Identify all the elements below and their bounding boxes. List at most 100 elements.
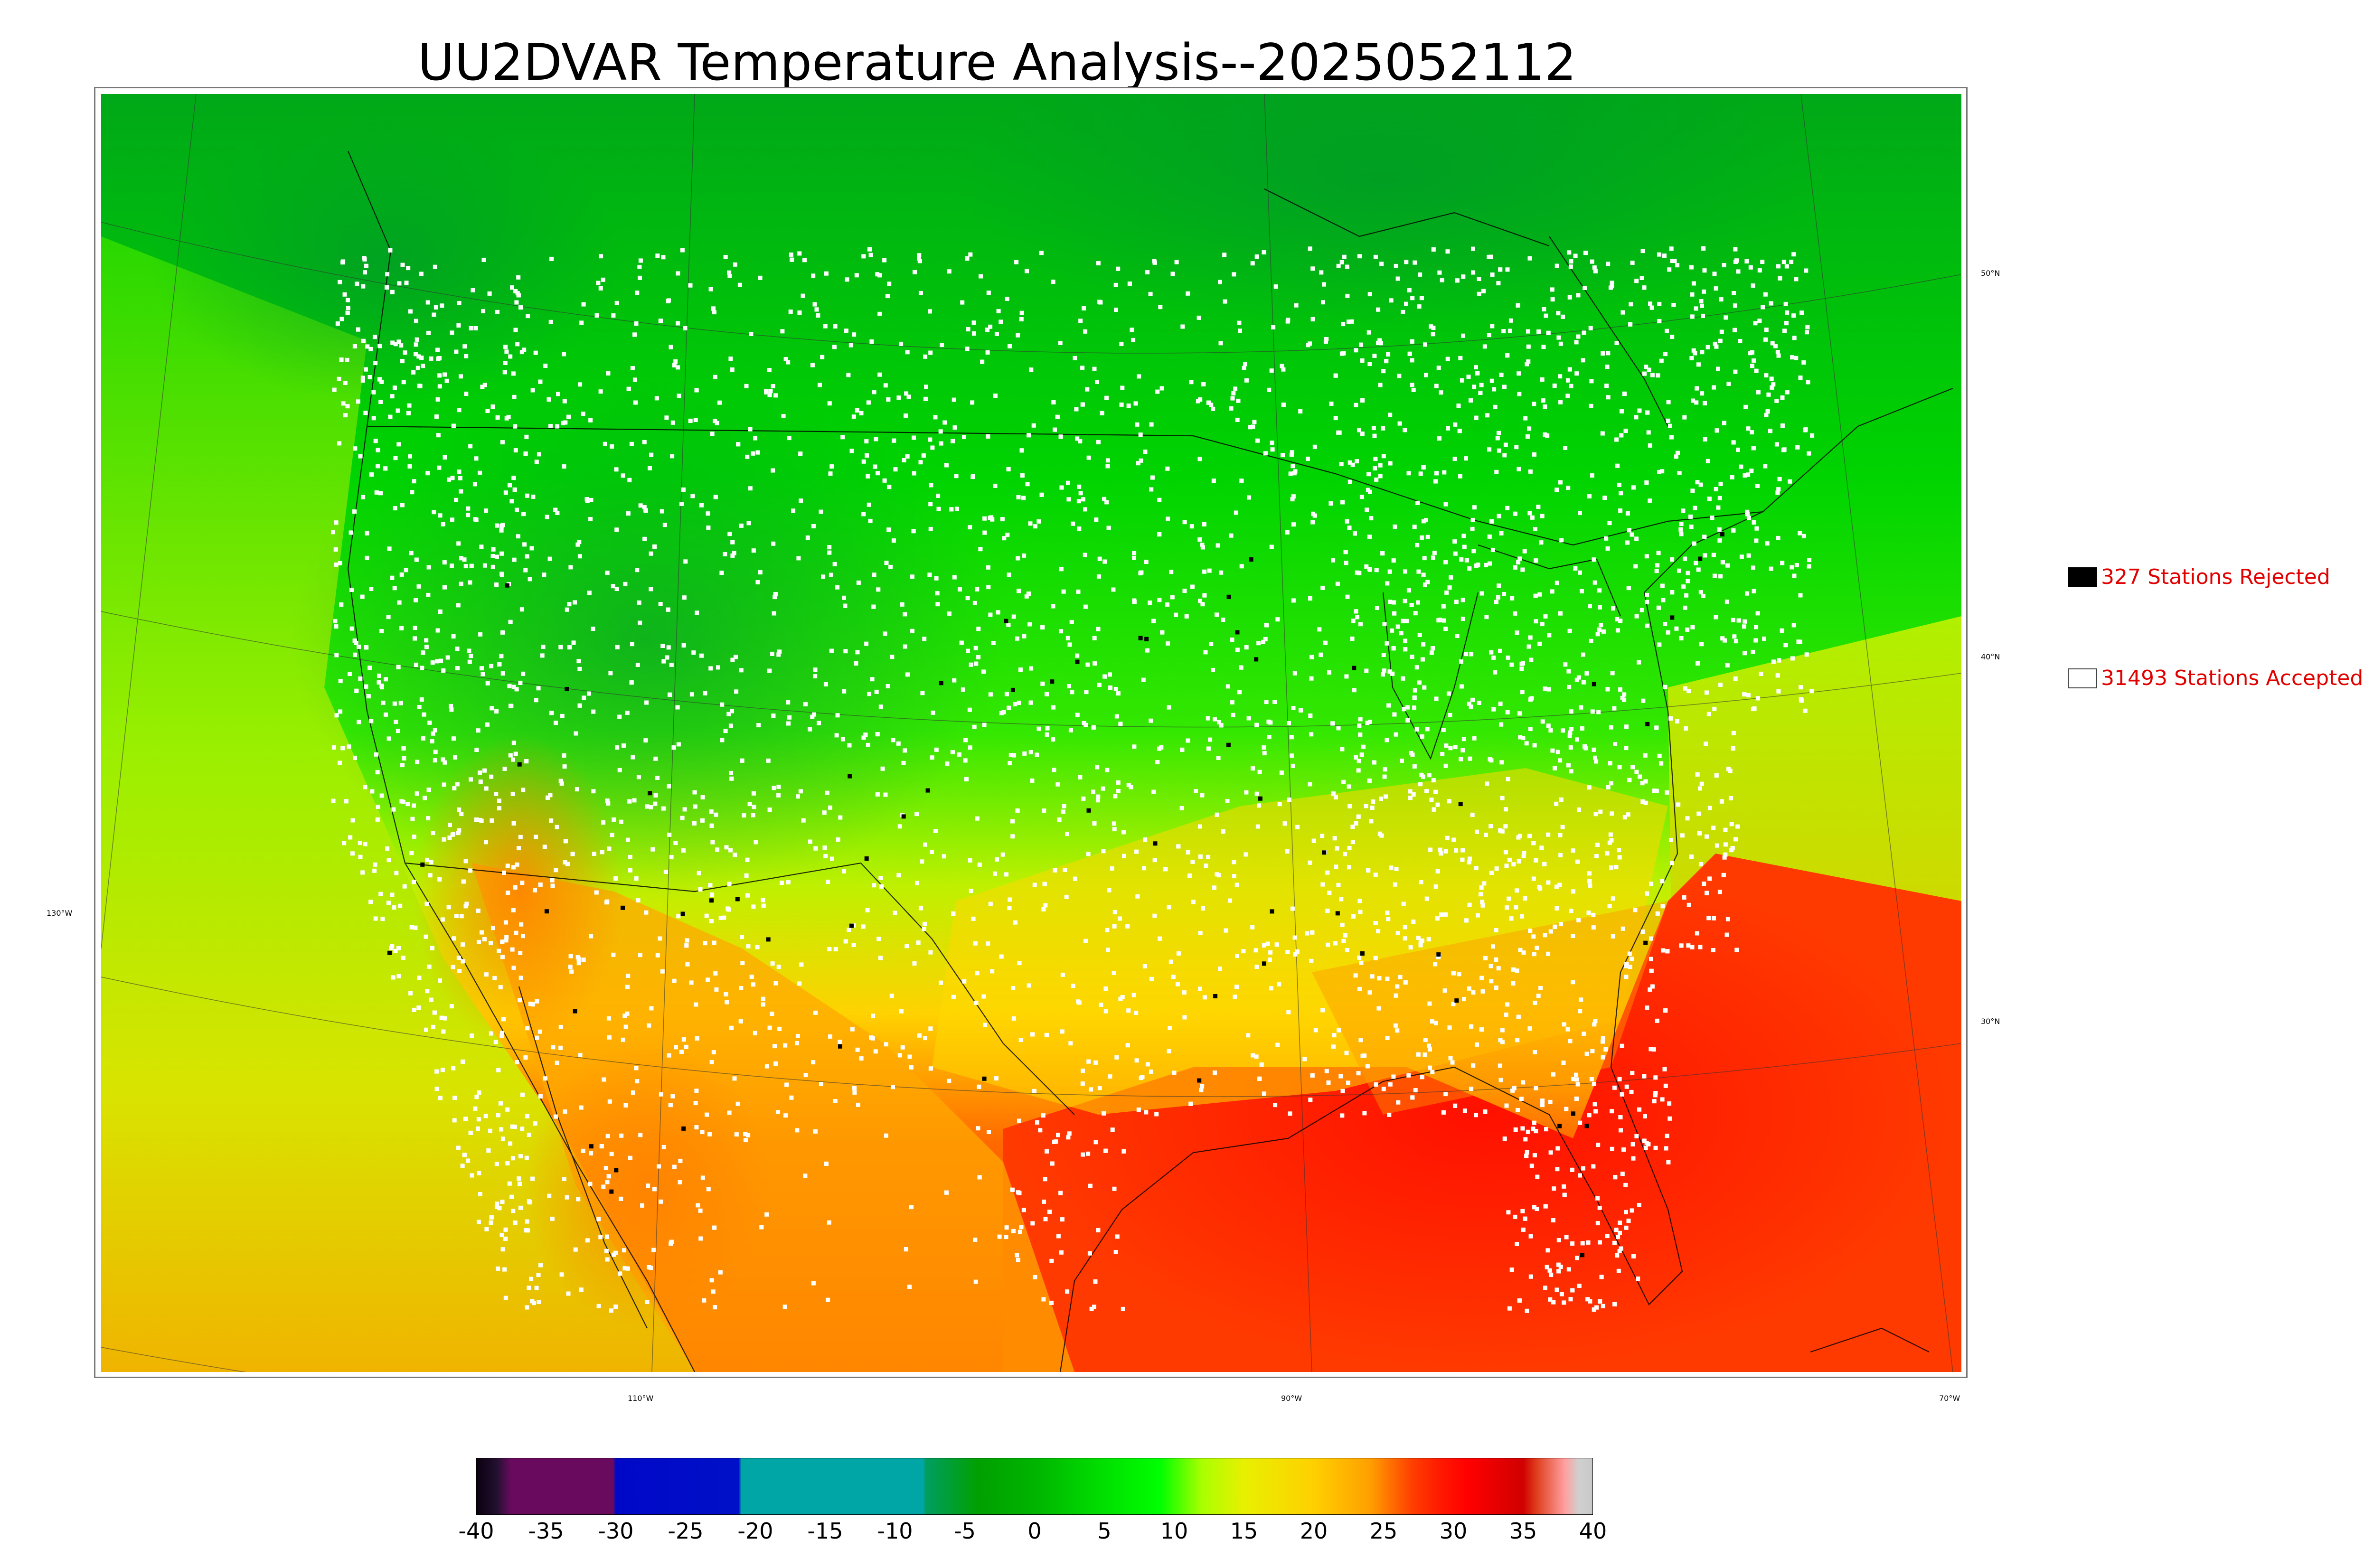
accepted-station-marker (903, 748, 907, 753)
accepted-station-marker (476, 1220, 481, 1224)
accepted-station-marker (985, 350, 990, 355)
accepted-station-marker (500, 671, 505, 676)
accepted-station-marker (426, 565, 431, 570)
accepted-station-marker (1460, 684, 1464, 689)
accepted-station-marker (883, 631, 887, 636)
accepted-station-marker (1228, 898, 1233, 903)
accepted-station-marker (1367, 990, 1372, 995)
accepted-station-marker (1312, 513, 1317, 518)
accepted-station-marker (598, 1235, 603, 1239)
accepted-station-marker (1620, 1043, 1624, 1048)
accepted-station-marker (1448, 713, 1452, 717)
accepted-station-marker (1251, 424, 1255, 429)
accepted-station-marker (427, 720, 432, 725)
accepted-station-marker (348, 672, 352, 676)
accepted-station-marker (499, 524, 504, 528)
accepted-station-marker (864, 641, 869, 646)
accepted-station-marker (1341, 939, 1346, 943)
accepted-station-marker (1751, 565, 1755, 570)
accepted-station-marker (1505, 1002, 1510, 1007)
accepted-station-marker (1425, 535, 1430, 539)
accepted-station-marker (615, 745, 620, 750)
accepted-station-marker (962, 979, 967, 984)
accepted-station-marker (529, 1277, 534, 1281)
accepted-station-marker (1730, 475, 1734, 479)
accepted-station-marker (530, 1002, 535, 1007)
accepted-station-marker (577, 703, 582, 708)
accepted-station-marker (451, 423, 456, 428)
accepted-station-marker (1460, 857, 1465, 862)
accepted-station-marker (1798, 531, 1802, 535)
accepted-station-marker (1206, 854, 1211, 859)
accepted-station-marker (1618, 1221, 1622, 1225)
accepted-station-marker (1548, 1297, 1553, 1302)
accepted-station-marker (1659, 358, 1664, 363)
accepted-station-marker (1415, 500, 1420, 505)
accepted-station-marker (1735, 824, 1740, 829)
accepted-station-marker (1339, 260, 1344, 264)
accepted-station-marker (582, 695, 586, 700)
accepted-station-marker (1420, 657, 1425, 662)
accepted-station-marker (1753, 321, 1758, 326)
accepted-station-marker (1810, 433, 1815, 438)
accepted-station-marker (669, 855, 674, 860)
accepted-station-marker (1366, 330, 1371, 335)
accepted-station-marker (870, 677, 875, 682)
accepted-station-marker (899, 341, 904, 346)
accepted-station-marker (494, 792, 499, 796)
accepted-station-marker (619, 1133, 624, 1138)
accepted-station-marker (1168, 959, 1173, 964)
accepted-station-marker (576, 659, 581, 664)
accepted-station-marker (668, 692, 672, 697)
accepted-station-marker (1503, 442, 1508, 447)
accepted-station-marker (1418, 471, 1423, 476)
accepted-station-marker (1644, 554, 1649, 559)
accepted-station-marker (730, 367, 735, 372)
accepted-station-marker (1114, 308, 1118, 312)
accepted-station-marker (1574, 371, 1579, 376)
accepted-station-marker (727, 1110, 732, 1115)
accepted-station-marker (653, 801, 658, 806)
accepted-station-marker (692, 790, 697, 795)
accepted-station-marker (563, 1109, 567, 1114)
accepted-station-marker (1200, 793, 1205, 798)
accepted-station-marker (744, 384, 749, 388)
accepted-station-marker (672, 978, 677, 983)
accepted-station-marker (1027, 983, 1031, 988)
accepted-station-marker (661, 659, 666, 664)
accepted-station-marker (1443, 1092, 1448, 1097)
accepted-station-marker (1444, 590, 1449, 595)
accepted-station-marker (345, 357, 349, 362)
accepted-station-marker (1338, 1074, 1343, 1079)
accepted-station-marker (608, 671, 613, 676)
accepted-station-marker (1125, 924, 1130, 929)
accepted-station-marker (1528, 469, 1533, 474)
accepted-station-marker (1004, 692, 1009, 696)
accepted-station-marker (1081, 497, 1085, 502)
accepted-station-marker (1096, 574, 1101, 579)
accepted-station-marker (543, 1076, 547, 1081)
accepted-station-marker (1198, 854, 1203, 859)
accepted-station-marker (1257, 1076, 1262, 1081)
accepted-station-marker (1558, 480, 1563, 485)
accepted-station-marker (478, 470, 482, 475)
accepted-station-marker (1662, 1067, 1667, 1071)
accepted-station-marker (457, 301, 462, 305)
accepted-station-marker (1025, 482, 1030, 487)
accepted-station-marker (1521, 1227, 1526, 1232)
accepted-station-marker (690, 494, 695, 498)
accepted-station-marker (1651, 1047, 1656, 1052)
accepted-station-marker (676, 742, 681, 747)
accepted-station-marker (1532, 743, 1537, 748)
accepted-station-marker (1075, 436, 1080, 441)
accepted-station-marker (545, 515, 549, 519)
accepted-station-marker (902, 458, 906, 462)
accepted-station-marker (1531, 934, 1536, 939)
accepted-station-marker (511, 1209, 516, 1213)
accepted-station-marker (497, 798, 501, 803)
accepted-station-marker (1333, 795, 1338, 800)
rejected-station-marker (925, 788, 930, 793)
accepted-station-marker (1603, 1047, 1608, 1052)
accepted-station-marker (1504, 1103, 1509, 1108)
accepted-station-marker (442, 837, 446, 842)
